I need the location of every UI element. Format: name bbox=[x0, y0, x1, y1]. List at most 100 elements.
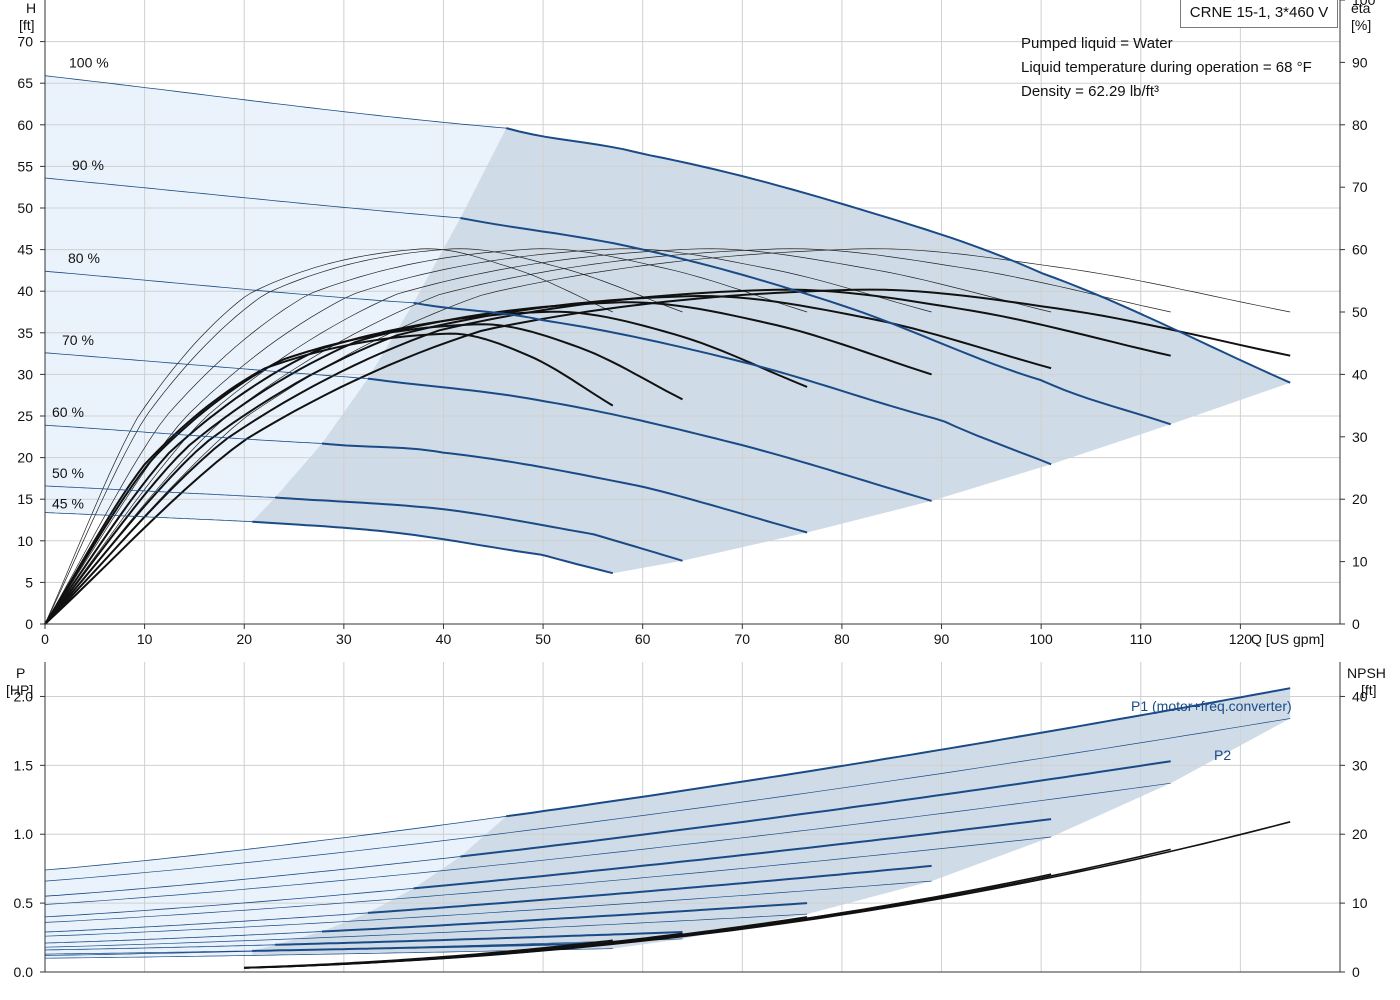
head-curve-speed-90 bbox=[460, 217, 1172, 426]
right-y-tick-label: 40 bbox=[1352, 366, 1368, 382]
x-tick-label: 60 bbox=[635, 631, 651, 647]
speed-label: 50 % bbox=[52, 465, 84, 481]
right-y-tick-label: 10 bbox=[1352, 895, 1368, 911]
p2-curve-speed-70 bbox=[44, 880, 932, 937]
bottom-left-axis-title-line1: P bbox=[16, 665, 25, 681]
p2-curve-label: P2 bbox=[1214, 747, 1231, 763]
right-y-tick-label: 10 bbox=[1352, 554, 1368, 570]
head-curve-low-flow-part bbox=[44, 352, 368, 379]
efficiency-curve bbox=[44, 248, 932, 625]
p1-curve-low-flow-part bbox=[44, 931, 322, 944]
left-y-tick-label: 70 bbox=[17, 34, 33, 50]
top-chart-grid bbox=[44, 0, 1340, 625]
head-curve-low-flow-part bbox=[44, 177, 461, 219]
head-curve-speed-45 bbox=[252, 520, 614, 575]
head-curve-speed-60 bbox=[321, 442, 808, 534]
x-tick-label: 0 bbox=[41, 631, 49, 647]
right-y-tick-label: 20 bbox=[1352, 826, 1368, 842]
right-y-tick-label: 30 bbox=[1352, 757, 1368, 773]
p2-curve-speed-60 bbox=[44, 913, 808, 948]
right-y-tick-label: 50 bbox=[1352, 304, 1368, 320]
right-y-tick-label: 0 bbox=[1352, 616, 1360, 632]
head-curve-speed-100 bbox=[505, 127, 1291, 384]
head-curve-low-flow-part bbox=[44, 270, 414, 304]
right-y-tick-label: 30 bbox=[1352, 429, 1368, 445]
efficiency-curve bbox=[44, 248, 1291, 625]
right-y-tick-label: 40 bbox=[1352, 688, 1368, 704]
liquid-temperature-info: Liquid temperature during operation = 68… bbox=[1021, 59, 1312, 76]
speed-label: 60 % bbox=[52, 404, 84, 420]
bottom-chart-areas bbox=[45, 688, 1291, 959]
p2-curve-speed-90 bbox=[44, 782, 1171, 905]
speed-label: 80 % bbox=[68, 250, 100, 266]
low-flow-area bbox=[45, 816, 507, 959]
p1-curve-low-flow-part bbox=[44, 856, 461, 897]
head-curve-low-flow-part bbox=[44, 512, 253, 523]
left-y-tick-label: 65 bbox=[17, 75, 33, 91]
left-y-tick-label: 0 bbox=[25, 616, 33, 632]
top-chart-areas bbox=[45, 75, 1291, 574]
left-y-tick-label: 40 bbox=[17, 283, 33, 299]
total-efficiency-curve bbox=[44, 301, 932, 625]
right-y-tick-label: 100 bbox=[1352, 0, 1376, 8]
speed-label: 90 % bbox=[72, 157, 104, 173]
bottom-right-axis-title-line1: NPSH bbox=[1347, 665, 1386, 681]
right-y-tick-label: 20 bbox=[1352, 491, 1368, 507]
right-y-tick-label: 70 bbox=[1352, 179, 1368, 195]
density-info: Density = 62.29 lb/ft³ bbox=[1021, 83, 1159, 100]
pump-model-title: CRNE 15-1, 3*460 V bbox=[1180, 0, 1338, 28]
efficiency-curve bbox=[44, 248, 1052, 625]
x-tick-label: 10 bbox=[137, 631, 153, 647]
p1-curve-speed-80 bbox=[413, 818, 1052, 890]
speed-label: 70 % bbox=[62, 332, 94, 348]
x-tick-label: 20 bbox=[236, 631, 252, 647]
p1-curve-speed-50 bbox=[275, 931, 683, 946]
left-y-tick-label: 20 bbox=[17, 450, 33, 466]
left-y-tick-label: 10 bbox=[17, 533, 33, 549]
x-tick-label: 70 bbox=[735, 631, 751, 647]
head-curve-speed-50 bbox=[275, 496, 683, 562]
bottom-chart-axes: 0.0 0.5 1.0 1.5 2.0 0 10 20 30 40 bbox=[14, 662, 1368, 980]
total-efficiency-curve bbox=[44, 323, 683, 625]
total-efficiency-curve bbox=[44, 288, 1291, 625]
left-y-tick-label: 35 bbox=[17, 325, 33, 341]
p1-curve-low-flow-part bbox=[44, 912, 368, 933]
x-tick-label: 40 bbox=[436, 631, 452, 647]
total-efficiency-curve bbox=[44, 332, 614, 625]
efficiency-curve bbox=[44, 248, 808, 625]
left-y-tick-label: 45 bbox=[17, 242, 33, 258]
right-y-tick-label: 60 bbox=[1352, 242, 1368, 258]
head-curve-low-flow-part bbox=[44, 485, 276, 498]
speed-label: 100 % bbox=[69, 55, 109, 71]
x-tick-label: 50 bbox=[535, 631, 551, 647]
left-y-tick-label: 50 bbox=[17, 200, 33, 216]
x-tick-label: 100 bbox=[1029, 631, 1053, 647]
p1-curve-low-flow-part bbox=[44, 815, 507, 871]
left-y-tick-label: 0.5 bbox=[14, 895, 34, 911]
right-y-tick-label: 0 bbox=[1352, 964, 1360, 980]
p2-curve-speed-80 bbox=[44, 836, 1052, 923]
head-curve-speed-80 bbox=[413, 301, 1052, 466]
p1-curve-speed-60 bbox=[321, 902, 808, 933]
right-y-tick-label: 80 bbox=[1352, 117, 1368, 133]
x-axis-label: Q [US gpm] bbox=[1251, 631, 1324, 647]
top-left-axis-title-line1: H bbox=[26, 0, 36, 16]
operating-area bbox=[252, 688, 1291, 956]
low-flow-area bbox=[45, 75, 507, 522]
head-curve-speed-70 bbox=[367, 377, 932, 502]
x-tick-label: 30 bbox=[336, 631, 352, 647]
left-y-tick-label: 25 bbox=[17, 408, 33, 424]
bottom-chart-curves bbox=[44, 687, 1291, 969]
pumped-liquid-info: Pumped liquid = Water bbox=[1021, 35, 1173, 52]
x-tick-label: 80 bbox=[834, 631, 850, 647]
p1-curve-label: P1 (motor+freq.converter) bbox=[1131, 698, 1292, 714]
left-y-tick-label: 1.5 bbox=[14, 757, 34, 773]
top-chart-curves: 100 % 90 % 80 % 70 % 60 % 50 % 45 % bbox=[44, 55, 1291, 625]
left-y-tick-label: 0.0 bbox=[14, 964, 34, 980]
head-curve-low-flow-part bbox=[44, 424, 322, 444]
p1-curve-low-flow-part bbox=[44, 944, 276, 951]
npsh-curve-speed-45 bbox=[244, 939, 613, 969]
top-chart-axes: 0 10 20 30 40 50 60 70 80 90 100 110 120051015202530… bbox=[17, 0, 1376, 647]
top-left-axis-title-line2: [ft] bbox=[19, 17, 35, 33]
